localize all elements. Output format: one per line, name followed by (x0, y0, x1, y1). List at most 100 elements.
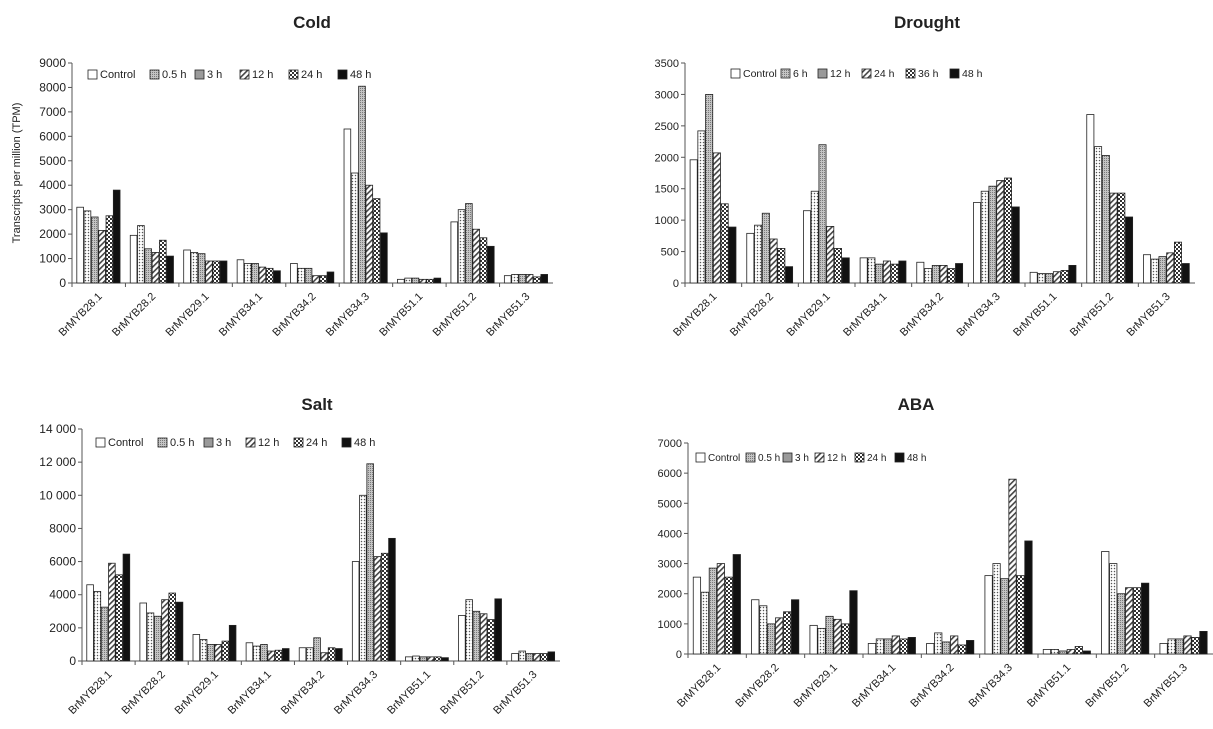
chart-panel-cold: Cold 0 1000 2000 3000 4000 5000 6000 7000 8000 900… (39, 13, 553, 339)
bar-BrMYB51.1-12h (1066, 649, 1075, 655)
bar-BrMYB34.3-48h (388, 537, 396, 662)
bar-BrMYB29.1-3h (207, 644, 215, 662)
y-tick-label: 2500 (655, 121, 679, 133)
bar-BrMYB34.3-48h (1011, 206, 1020, 284)
legend-swatch (203, 437, 214, 448)
chart-panel-salt: Salt 0 2000 4000 6000 8000 10 000 12 000 14 000 B… (39, 395, 560, 717)
bar-BrMYB51.2-24h (479, 237, 488, 284)
bar-BrMYB28.2-Control (139, 602, 147, 662)
x-category-label: BrMYB29.1 (792, 662, 840, 710)
legend-swatch (288, 69, 299, 80)
legend-label: 0.5 h (170, 437, 194, 449)
bar-BrMYB51.2-Control (1101, 551, 1110, 655)
legend-label: Control (108, 437, 143, 449)
legend-label: 6 h (793, 68, 808, 80)
bar-BrMYB34.1-12h (875, 263, 884, 284)
bar-BrMYB51.3-12h (525, 274, 534, 284)
bar-BrMYB28.2-24h (168, 592, 176, 662)
bar-BrMYB28.1-12h (108, 562, 116, 662)
bar-BrMYB28.2-3h (144, 248, 152, 284)
bar-BrMYB34.1-24h (265, 267, 274, 284)
bar-BrMYB28.2-12h (151, 252, 160, 284)
legend-swatch (95, 437, 106, 448)
bar-BrMYB28.1-24h (724, 576, 733, 655)
bar-BrMYB51.3-6h (1150, 258, 1159, 284)
y-tick-label: 1500 (655, 184, 679, 196)
bar-BrMYB51.2-Control (1086, 114, 1095, 284)
bar-BrMYB51.2-12h (1125, 587, 1134, 655)
bar-BrMYB51.1-0.5h (404, 277, 412, 284)
bar-BrMYB51.1-3h (411, 277, 420, 284)
chart-title: Drought (894, 13, 960, 32)
bar-BrMYB51.3-12h (1158, 256, 1167, 284)
bar-BrMYB34.2-0.5h (934, 632, 943, 655)
bar-BrMYB51.2-48h (1125, 216, 1134, 284)
bar-BrMYB28.2-48h (785, 266, 794, 284)
bar-BrMYB28.1-36h (720, 203, 729, 284)
bar-BrMYB28.1-24h (115, 574, 123, 662)
bar-BrMYB51.1-12h (426, 656, 435, 662)
bar-BrMYB34.3-12h (373, 556, 382, 662)
y-tick-label: 0 (676, 649, 682, 661)
x-category-label: BrMYB28.2 (120, 669, 168, 717)
bar-BrMYB29.1-12h (205, 260, 213, 284)
x-category-label: BrMYB34.3 (967, 662, 1015, 710)
bar-BrMYB34.1-48h (282, 648, 290, 662)
bar-BrMYB28.2-12h (161, 599, 169, 662)
bar-BrMYB28.1-12h (98, 230, 106, 284)
bar-BrMYB28.1-3h (91, 216, 99, 284)
y-tick-label: 9000 (39, 56, 66, 70)
y-tick-label: 3000 (39, 203, 66, 217)
legend-label: 24 h (867, 453, 886, 464)
bar-BrMYB34.3-Control (973, 202, 981, 284)
chart-title: ABA (898, 395, 935, 414)
bar-BrMYB34.3-24h (996, 180, 1005, 284)
bar-BrMYB51.3-12h (533, 653, 541, 662)
bar-BrMYB29.1-12h (833, 618, 842, 655)
bar-BrMYB51.2-0.5h (1109, 563, 1118, 655)
bar-BrMYB28.1-Control (689, 159, 698, 284)
bar-BrMYB34.3-12h (1008, 478, 1017, 655)
legend-swatch (949, 68, 960, 79)
y-tick-label: 500 (661, 247, 679, 259)
x-category-label: BrMYB51.3 (1125, 291, 1173, 339)
legend-swatch (87, 69, 98, 80)
legend-swatch (782, 452, 793, 463)
bar-BrMYB51.2-48h (1141, 582, 1150, 655)
x-category-label: BrMYB34.1 (226, 669, 274, 717)
y-tick-label: 1000 (658, 619, 682, 631)
x-category-label: BrMYB51.1 (385, 669, 433, 717)
bar-BrMYB34.3-24h (380, 552, 389, 662)
bar-BrMYB51.3-3h (1175, 638, 1184, 655)
legend-label: Control (100, 69, 135, 81)
bar-BrMYB34.3-36h (1004, 177, 1012, 284)
bar-BrMYB51.2-36h (1117, 192, 1126, 284)
bar-BrMYB28.1-48h (728, 226, 737, 284)
x-category-label: BrMYB34.2 (898, 291, 946, 339)
x-category-label: BrMYB51.1 (1011, 291, 1059, 339)
bar-BrMYB28.2-0.5h (146, 612, 155, 662)
bar-BrMYB29.1-48h (841, 257, 850, 284)
bar-BrMYB29.1-6h (810, 190, 819, 284)
y-tick-label: 0 (59, 276, 66, 290)
bar-BrMYB51.3-12h (1183, 635, 1192, 655)
x-category-label: BrMYB34.2 (908, 662, 956, 710)
legend-swatch (695, 452, 706, 463)
legend-label: Control (708, 453, 740, 464)
y-tick-label: 5000 (39, 154, 66, 168)
y-tick-label: 0 (673, 278, 679, 290)
legend-label: 12 h (827, 453, 846, 464)
legend-swatch (337, 69, 348, 80)
x-category-label: BrMYB28.2 (733, 662, 781, 710)
bar-BrMYB51.2-3h (465, 203, 473, 284)
bar-BrMYB34.1-12h (258, 266, 267, 284)
legend-swatch (245, 437, 256, 448)
x-category-label: BrMYB34.3 (955, 291, 1003, 339)
legend-label: 24 h (874, 68, 895, 80)
y-tick-label: 6000 (39, 129, 66, 143)
bar-BrMYB29.1-24h (221, 640, 230, 662)
bar-BrMYB28.2-48h (791, 599, 800, 655)
bar-BrMYB29.1-36h (834, 248, 842, 284)
bar-BrMYB51.2-Control (458, 615, 466, 662)
